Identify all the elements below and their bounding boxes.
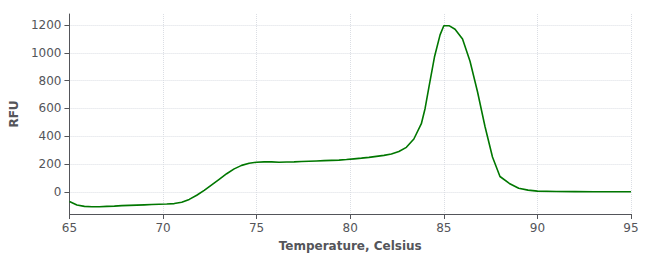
- svg-text:1000: 1000: [31, 46, 62, 60]
- svg-text:80: 80: [343, 221, 358, 235]
- svg-text:70: 70: [155, 221, 170, 235]
- svg-text:600: 600: [39, 101, 62, 115]
- svg-text:200: 200: [39, 157, 62, 171]
- svg-text:400: 400: [39, 129, 62, 143]
- svg-text:RFU: RFU: [7, 100, 21, 127]
- svg-text:95: 95: [623, 221, 638, 235]
- svg-text:65: 65: [62, 221, 77, 235]
- svg-text:800: 800: [39, 74, 62, 88]
- svg-text:Temperature, Celsius: Temperature, Celsius: [279, 239, 422, 253]
- svg-text:90: 90: [530, 221, 545, 235]
- svg-text:0: 0: [54, 185, 62, 199]
- svg-text:75: 75: [249, 221, 264, 235]
- svg-text:85: 85: [436, 221, 451, 235]
- svg-text:1200: 1200: [31, 18, 62, 32]
